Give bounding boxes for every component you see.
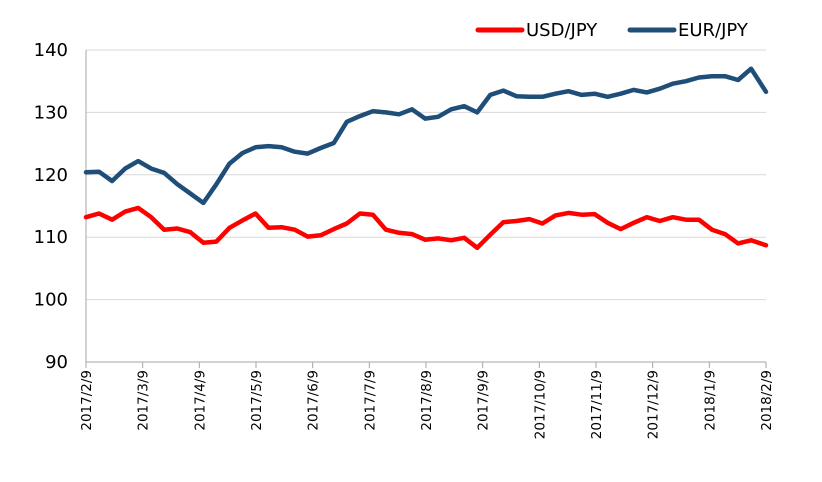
x-tick-label: 2017/6/9 — [306, 370, 322, 431]
x-tick-label: 2018/2/9 — [759, 370, 775, 431]
x-tick-label: 2018/1/9 — [702, 370, 718, 431]
x-tick-label: 2017/7/9 — [362, 370, 378, 431]
y-tick-label: 140 — [34, 40, 68, 61]
y-tick-label: 100 — [34, 290, 68, 311]
y-tick-label: 90 — [45, 352, 68, 373]
x-tick-label: 2017/5/9 — [249, 370, 265, 431]
x-tick-label: 2017/12/9 — [646, 370, 662, 439]
x-tick-label: 2017/11/9 — [589, 370, 605, 439]
y-axis-ticks: 90 100 110 120 130 140 — [34, 40, 68, 373]
y-tick-label: 120 — [34, 165, 68, 186]
series-line-eur-jpy — [83, 66, 769, 206]
legend: USD/JPY EUR/JPY — [475, 20, 749, 41]
legend-label: EUR/JPY — [678, 20, 749, 41]
x-tick-label: 2017/8/9 — [419, 370, 435, 431]
legend-label: USD/JPY — [526, 20, 598, 41]
x-tick-label: 2017/3/9 — [136, 370, 152, 431]
x-tick-label: 2017/2/9 — [79, 370, 95, 431]
series-lines — [83, 66, 769, 251]
x-tick-label: 2017/10/9 — [532, 370, 548, 439]
x-tick-label: 2017/9/9 — [476, 370, 492, 431]
axes — [85, 50, 766, 363]
y-tick-label: 110 — [34, 227, 68, 248]
y-tick-label: 130 — [34, 102, 68, 123]
x-axis-ticks: 2017/2/9 2017/3/9 2017/4/9 2017/5/9 2017/6/9… — [79, 362, 775, 439]
x-tick-label: 2017/4/9 — [192, 370, 208, 431]
series-line-usd-jpy — [83, 205, 769, 251]
